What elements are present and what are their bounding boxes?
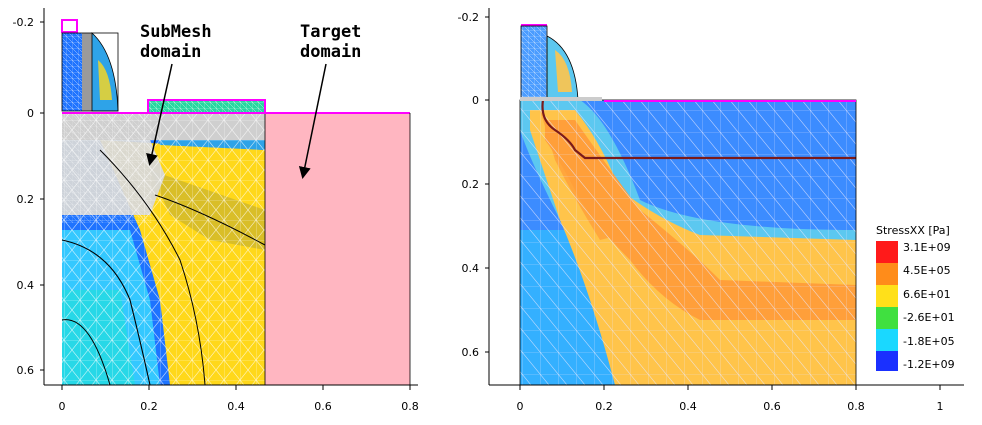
left-annotations: SubMesh domain Target domain [140,22,361,179]
right-y-tick: 0.4 [462,262,480,275]
right-x-tick: 0.2 [595,400,613,413]
submesh-label-line2: domain [140,42,201,62]
left-x-tick: 0.8 [401,400,419,413]
legend-entry: -1.8E+05 [903,335,955,348]
left-x-tick: 0.4 [227,400,245,413]
right-axes: -0.2 0 0.2 0.4 0.6 0 0.2 0.4 0.6 0.8 1 [458,8,964,413]
legend-swatch [876,307,898,329]
right-x-tick: 0 [517,400,524,413]
right-y-tick: 0.2 [462,178,480,191]
right-x-tick: 0.6 [763,400,781,413]
legend-swatch [876,285,898,307]
left-x-tick: 0 [59,400,66,413]
left-y-tick: 0 [27,107,34,120]
legend-swatch [876,263,898,285]
target-label-line2: domain [300,42,361,62]
left-y-tick: 0.2 [17,193,35,206]
legend-swatch [876,329,898,351]
right-y-tick: -0.2 [458,11,479,24]
left-y-tick: 0.6 [17,364,35,377]
left-axes: -0.2 0 0.2 0.4 0.6 0 0.2 0.4 0.6 0.8 [13,8,419,413]
stress-legend: StressXX [Pa] 3.1E+09 4.5E+05 6.6E+01 -2… [876,224,955,371]
right-x-tick: 1 [937,400,944,413]
legend-entry: 4.5E+05 [903,264,951,277]
right-y-tick: 0 [472,94,479,107]
left-y-tick: -0.2 [13,16,34,29]
target-domain-region [265,113,410,385]
right-plot: -0.2 0 0.2 0.4 0.6 0 0.2 0.4 0.6 0.8 1 S… [458,8,964,413]
left-gate-structure [61,19,266,114]
target-arrow [298,63,327,179]
target-label-line1: Target [300,22,361,42]
legend-entry: 6.6E+01 [903,288,951,301]
legend-swatch [876,241,898,263]
left-plot-field [61,113,266,386]
left-plot: -0.2 0 0.2 0.4 0.6 0 0.2 0.4 0.6 0.8 Sub… [13,8,419,413]
right-plot-field [520,99,856,385]
legend-entry: 3.1E+09 [903,241,951,254]
legend-entry: -1.2E+09 [903,358,955,371]
left-x-tick: 0.6 [314,400,332,413]
right-x-tick: 0.8 [847,400,865,413]
right-y-tick: 0.6 [462,346,480,359]
left-y-tick: 0.4 [17,279,35,292]
left-x-tick: 0.2 [140,400,158,413]
submesh-label-line1: SubMesh [140,22,212,42]
legend-title: StressXX [Pa] [876,224,950,237]
right-x-tick: 0.4 [679,400,697,413]
submesh-arrow [146,63,173,166]
legend-swatch [876,351,898,371]
legend-entry: -2.6E+01 [903,311,955,324]
right-gate-structure [520,24,856,102]
